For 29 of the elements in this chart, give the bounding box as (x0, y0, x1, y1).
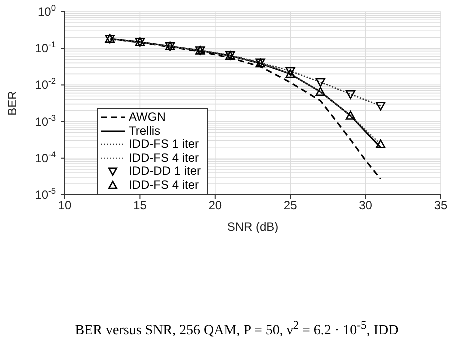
point (376, 140, 386, 148)
legend-label: IDD-FS 4 iter (129, 150, 200, 165)
y-axis-title: BER (5, 90, 20, 116)
x-tick-label: 30 (359, 198, 373, 213)
x-tick-label: 15 (134, 198, 148, 213)
legend-label: Trellis (129, 124, 161, 138)
y-tick-label: 10$^{-4}$ (35, 149, 56, 166)
point (286, 67, 296, 76)
y-tick-label: 10$^{-1}$ (35, 40, 56, 56)
point (316, 78, 326, 88)
point (346, 90, 356, 100)
x-axis-title: SNR (dB) (227, 220, 279, 234)
x-tick-label: 35 (434, 198, 448, 213)
legend-label: IDD-FS 1 iter (129, 137, 200, 152)
x-tick-label: 20 (208, 198, 222, 213)
legend-label: IDD-FS 4 iter (129, 178, 200, 192)
x-tick-label: 10 (58, 198, 72, 213)
y-tick-label: 10$^{-2}$ (35, 76, 56, 92)
point (316, 87, 326, 96)
x-tick-label: 25 (284, 198, 298, 213)
point (376, 102, 386, 111)
y-tick-label: 10$^{0}$ (38, 3, 56, 19)
text: BER versus SNR, 256 QAM, P = 50, ν$^{2}$ = 6.2 · 10$^{-5}$, IDD (74, 319, 400, 339)
legend-label: AWGN (129, 110, 166, 124)
point (346, 111, 356, 120)
y-tick-label: 10$^{-5}$ (35, 186, 56, 202)
y-tick-label: 10$^{-3}$ (35, 112, 56, 129)
point (286, 69, 296, 78)
legend-label: IDD-DD 1 iter (129, 164, 202, 178)
